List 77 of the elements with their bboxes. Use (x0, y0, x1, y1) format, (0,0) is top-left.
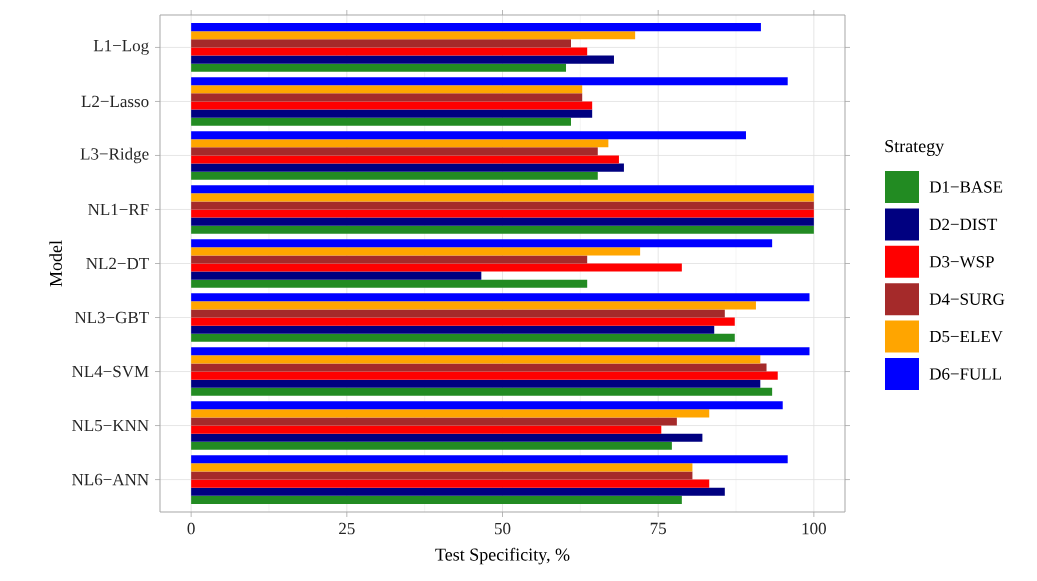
bar (191, 225, 814, 234)
bar (191, 363, 767, 372)
legend-label: D2−DIST (929, 218, 998, 231)
bar (191, 433, 703, 442)
bar (191, 117, 571, 126)
bar (191, 425, 662, 434)
bar (191, 55, 614, 64)
bar (191, 471, 693, 480)
bar (191, 101, 593, 110)
bar (191, 355, 761, 364)
legend-label: D5−ELEV (929, 330, 1003, 343)
bar (191, 201, 814, 210)
bar (191, 77, 788, 86)
bar (191, 247, 641, 256)
bar (191, 317, 735, 326)
y-tick-label: NL1−RF (88, 203, 149, 216)
legend-label: D3−WSP (929, 256, 994, 268)
legend-title: Strategy (885, 140, 945, 156)
bar (191, 109, 593, 118)
x-tick-label: 100 (802, 522, 826, 535)
x-tick-label: 25 (339, 522, 355, 535)
y-tick-label: NL2−DT (86, 257, 149, 270)
bar (191, 263, 682, 272)
x-tick-label: 75 (650, 522, 667, 535)
bar (191, 31, 636, 40)
bar (191, 193, 814, 202)
bar (191, 85, 583, 94)
bar (191, 417, 677, 426)
bar (191, 301, 756, 310)
bar (191, 495, 682, 504)
bar (191, 271, 482, 280)
y-axis-title: Model (49, 240, 63, 287)
x-tick-label: 50 (494, 522, 511, 535)
bar (191, 455, 788, 464)
bar (191, 441, 672, 450)
bar (191, 401, 783, 410)
bar (191, 279, 588, 288)
bar (191, 325, 715, 334)
bar (191, 163, 624, 172)
bar (191, 23, 761, 32)
x-axis-title: Test Specificity, % (435, 547, 570, 565)
bar (191, 293, 810, 302)
y-tick-label: L3−Ridge (80, 147, 149, 164)
bar (191, 479, 710, 488)
y-tick-label: NL3−GBT (74, 311, 149, 324)
bar (191, 255, 588, 264)
bar (191, 63, 567, 72)
y-tick-label: NL4−SVM (72, 365, 149, 378)
legend-label: D6−FULL (929, 368, 1002, 380)
bar (191, 47, 588, 56)
y-tick-label: L2−Lasso (81, 95, 149, 108)
bar (191, 171, 598, 180)
y-tick-label: NL5−KNN (72, 419, 149, 432)
bar (191, 309, 725, 318)
bar (191, 409, 710, 418)
bar (191, 371, 778, 380)
y-tick-label: NL6−ANN (72, 473, 149, 486)
y-tick-label: L1−Log (93, 39, 149, 55)
bar (191, 487, 725, 496)
legend-label: D1−BASE (929, 181, 1003, 193)
x-tick-label: 0 (187, 522, 195, 535)
bar (191, 139, 609, 148)
bar (191, 217, 814, 226)
bar (191, 387, 773, 396)
bar (191, 131, 746, 140)
bar (191, 147, 598, 156)
bar (191, 239, 773, 248)
bar (191, 463, 693, 472)
bar (191, 185, 814, 194)
bar (191, 379, 761, 388)
bar (191, 93, 583, 102)
bar (191, 39, 571, 48)
bar (191, 333, 735, 342)
bar (191, 155, 619, 164)
bar (191, 209, 814, 218)
bar (191, 347, 810, 356)
legend-label: D4−SURG (929, 293, 1005, 305)
